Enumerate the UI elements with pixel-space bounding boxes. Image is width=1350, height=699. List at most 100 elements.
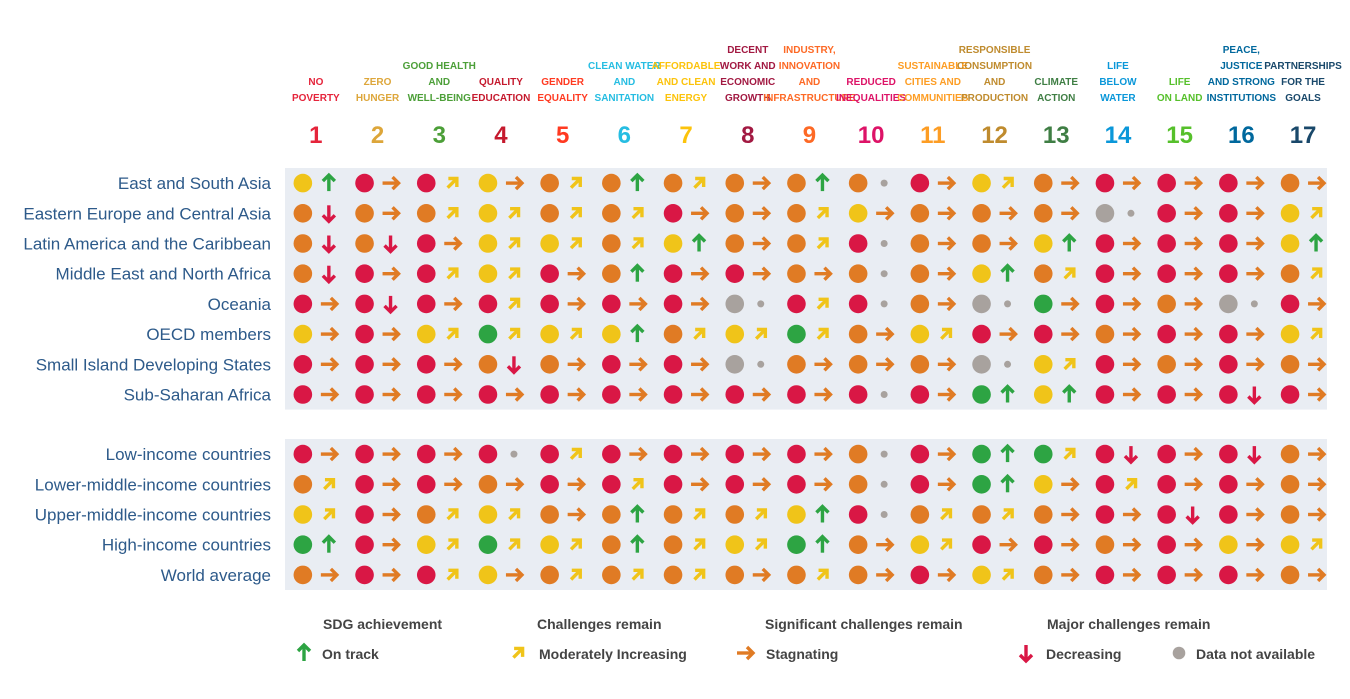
trend-arrow-moderately-increasing — [693, 538, 706, 551]
goal-title-line: AND STRONG — [1208, 77, 1275, 88]
legend-trend-label: Decreasing — [1046, 646, 1121, 662]
dashboard-cell — [1280, 264, 1323, 284]
trend-arrow-stagnating — [320, 567, 340, 583]
trend-arrow-on-track — [1000, 443, 1015, 463]
goal-title-line: BELOW — [1099, 77, 1137, 88]
dashboard-cell — [972, 294, 1012, 314]
status-dot — [602, 355, 621, 374]
status-dot — [293, 535, 313, 554]
status-dot — [1095, 173, 1115, 193]
dashboard-cell — [1280, 294, 1327, 314]
trend-arrow-stagnating — [937, 266, 957, 281]
trend-na-dot — [880, 450, 888, 458]
goal-title-line: ENERGY — [665, 93, 708, 104]
trend-arrow-moderately-increasing — [1063, 447, 1076, 460]
row-label: Upper-middle-income countries — [35, 506, 271, 525]
status-dot — [972, 204, 991, 223]
dashboard-cell — [1033, 294, 1080, 314]
status-dot — [910, 294, 930, 314]
trend-arrow-on-track — [815, 504, 830, 523]
dashboard-cell — [725, 475, 772, 494]
status-dot — [540, 173, 559, 193]
dashboard-cell — [787, 504, 830, 524]
dashboard-cell — [787, 264, 833, 284]
trend-arrow-on-track — [630, 263, 645, 282]
dashboard-cell — [1095, 234, 1142, 253]
trend-arrow-stagnating — [876, 567, 895, 583]
status-dot — [1219, 535, 1238, 554]
trend-arrow-stagnating — [1308, 387, 1327, 402]
dashboard-cell — [355, 505, 401, 524]
trend-arrow-moderately-increasing — [508, 327, 521, 340]
legend-trend-label: On track — [322, 646, 379, 662]
trend-arrow-stagnating — [1122, 537, 1142, 552]
dashboard-cell — [602, 565, 644, 585]
trend-arrow-stagnating — [876, 537, 895, 552]
dashboard-cell — [910, 444, 957, 464]
status-dot — [972, 444, 991, 464]
dashboard-cell — [787, 355, 833, 374]
status-dot — [972, 324, 991, 344]
dashboard-cell — [1095, 565, 1142, 585]
dashboard-cell — [725, 324, 768, 344]
dashboard-cell — [602, 263, 645, 284]
trend-arrow-moderately-increasing — [569, 447, 582, 460]
goal-title-line: AND — [984, 77, 1006, 88]
trend-na-dot — [880, 480, 888, 488]
status-dot — [602, 444, 621, 464]
dashboard-cell — [355, 475, 401, 494]
dashboard-cell — [355, 234, 398, 254]
trend-arrow-stagnating — [999, 537, 1018, 552]
dashboard-cell — [540, 444, 582, 464]
dashboard-cell — [416, 385, 463, 404]
trend-arrow-stagnating — [752, 387, 772, 402]
goal-title-line: INNOVATION — [779, 61, 840, 72]
trend-arrow-moderately-increasing — [323, 478, 336, 491]
dashboard-cell — [1033, 355, 1076, 374]
status-dot — [602, 264, 621, 284]
dashboard-cell — [725, 535, 768, 554]
dashboard-cell — [416, 505, 459, 524]
status-dot — [725, 234, 745, 253]
dashboard-cell — [787, 234, 829, 253]
dashboard-cell — [1033, 264, 1076, 284]
status-dot — [848, 444, 868, 464]
trend-arrow-on-track — [815, 172, 830, 192]
trend-arrow-stagnating — [737, 645, 756, 661]
status-dot — [602, 204, 621, 223]
trend-arrow-stagnating — [1061, 507, 1080, 522]
dashboard-cell — [478, 264, 521, 284]
trend-arrow-stagnating — [1184, 567, 1204, 583]
status-dot — [1280, 173, 1300, 193]
dashboard-cell — [293, 172, 337, 193]
status-dot — [972, 505, 991, 524]
status-dot — [1219, 234, 1238, 253]
dashboard-cell — [848, 385, 888, 404]
status-dot — [355, 173, 374, 193]
row-label: East and South Asia — [118, 174, 272, 193]
goal-title-line: FOR THE — [1281, 77, 1325, 88]
trend-arrow-stagnating — [1308, 446, 1327, 462]
status-dot — [478, 355, 498, 374]
dashboard-cell — [848, 565, 895, 585]
trend-arrow-stagnating — [444, 477, 463, 492]
dashboard-cell — [478, 505, 521, 524]
dashboard-cell — [1033, 475, 1080, 494]
goal-title-line: GOALS — [1285, 93, 1321, 104]
dashboard-cell — [540, 475, 587, 494]
dashboard-cell — [1033, 535, 1080, 554]
legend-trend-item: Stagnating — [737, 645, 838, 662]
trend-arrow-stagnating — [937, 357, 957, 372]
row-label: Lower-middle-income countries — [35, 475, 271, 494]
goal-title-line: WORK AND — [720, 61, 776, 72]
goal-title-line: REDUCED — [846, 77, 895, 88]
dashboard-cell — [725, 294, 765, 314]
goal-number: 4 — [494, 122, 508, 149]
trend-arrow-stagnating — [320, 357, 340, 372]
goal-title-line: ACTION — [1037, 93, 1075, 104]
status-dot — [725, 264, 745, 284]
status-dot — [416, 324, 436, 344]
goal-title-line: EQUALITY — [537, 93, 588, 104]
dashboard-cell — [725, 385, 772, 404]
